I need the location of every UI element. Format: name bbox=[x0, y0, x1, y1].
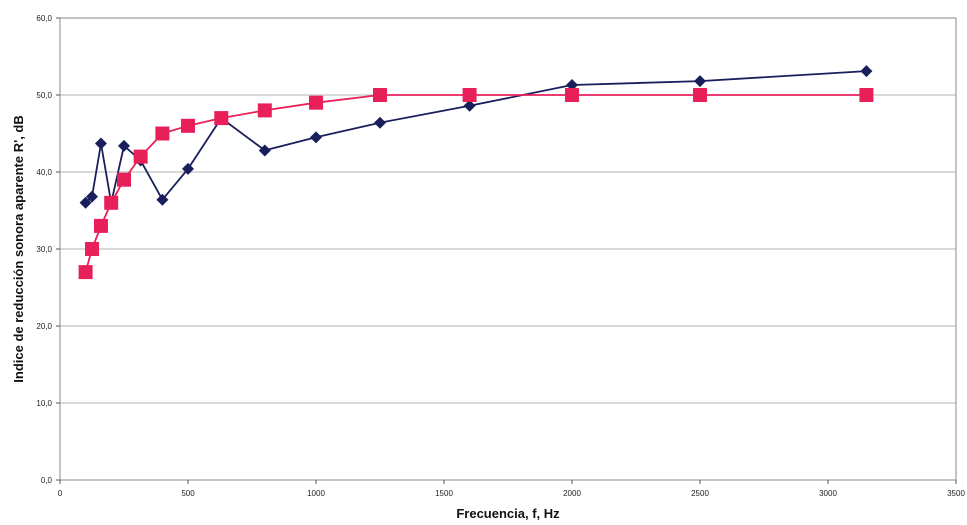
x-tick-label: 2000 bbox=[563, 489, 581, 498]
y-tick-label: 20,0 bbox=[36, 322, 52, 331]
square-marker bbox=[565, 88, 579, 102]
series-layer bbox=[78, 65, 874, 280]
series-2 bbox=[78, 88, 874, 280]
diamond-marker bbox=[94, 137, 107, 150]
y-axis-title: Indice de reducción sonora aparente R', … bbox=[11, 115, 26, 382]
y-tick-label: 10,0 bbox=[36, 399, 52, 408]
square-marker bbox=[373, 88, 387, 102]
square-marker bbox=[462, 88, 477, 102]
square-marker bbox=[309, 95, 323, 110]
diamond-marker bbox=[374, 116, 386, 129]
diamond-marker bbox=[118, 139, 130, 152]
diamond-marker bbox=[463, 99, 476, 112]
x-tick-label: 1500 bbox=[435, 489, 453, 498]
x-axis-ticks: 0 500 1000 1500 2000 2500 3000 3500 bbox=[58, 480, 965, 498]
square-marker bbox=[93, 218, 108, 233]
y-tick-label: 0,0 bbox=[41, 476, 53, 485]
square-marker bbox=[117, 172, 131, 187]
diamond-marker bbox=[566, 78, 578, 91]
square-marker bbox=[78, 265, 93, 280]
x-tick-label: 0 bbox=[58, 489, 63, 498]
square-marker bbox=[85, 242, 99, 256]
diamond-marker bbox=[694, 75, 706, 88]
diamond-marker bbox=[156, 193, 169, 206]
y-tick-label: 30,0 bbox=[36, 245, 52, 254]
x-tick-label: 500 bbox=[181, 489, 195, 498]
y-tick-label: 40,0 bbox=[36, 168, 52, 177]
diamond-marker bbox=[258, 144, 271, 157]
y-axis-ticks: 0,0 10,0 20,0 30,0 40,0 50,0 60,0 bbox=[36, 14, 60, 485]
square-marker bbox=[133, 149, 148, 164]
square-marker bbox=[155, 126, 170, 141]
diamond-marker bbox=[86, 190, 98, 203]
y-tick-label: 50,0 bbox=[36, 91, 52, 100]
x-tick-label: 1000 bbox=[307, 489, 325, 498]
diamond-marker bbox=[182, 162, 194, 175]
square-marker bbox=[693, 88, 707, 102]
diamond-marker bbox=[79, 196, 92, 209]
diamond-marker bbox=[860, 65, 873, 78]
square-marker bbox=[859, 88, 874, 102]
square-marker bbox=[181, 118, 195, 133]
diamond-marker bbox=[310, 131, 322, 144]
series-2-line bbox=[84, 94, 867, 273]
square-marker bbox=[214, 111, 229, 126]
x-tick-label: 2500 bbox=[691, 489, 709, 498]
square-marker bbox=[257, 103, 272, 118]
square-marker bbox=[104, 195, 119, 210]
x-axis-title: Frecuencia, f, Hz bbox=[456, 506, 560, 521]
y-tick-label: 60,0 bbox=[36, 14, 52, 23]
x-tick-label: 3500 bbox=[947, 489, 965, 498]
x-tick-label: 3000 bbox=[819, 489, 837, 498]
